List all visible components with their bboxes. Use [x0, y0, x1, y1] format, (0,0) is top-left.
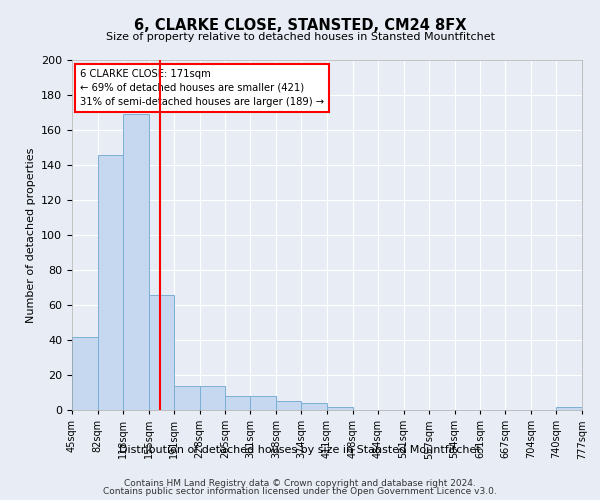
Bar — [276, 401, 301, 410]
Bar — [250, 396, 276, 410]
Text: Distribution of detached houses by size in Stansted Mountfitchet: Distribution of detached houses by size … — [119, 445, 481, 455]
Text: Contains public sector information licensed under the Open Government Licence v3: Contains public sector information licen… — [103, 487, 497, 496]
Bar — [123, 114, 149, 410]
Bar — [199, 386, 225, 410]
Bar — [72, 336, 98, 410]
Bar — [98, 154, 123, 410]
Bar — [327, 406, 353, 410]
Bar — [149, 294, 174, 410]
Text: 6 CLARKE CLOSE: 171sqm
← 69% of detached houses are smaller (421)
31% of semi-de: 6 CLARKE CLOSE: 171sqm ← 69% of detached… — [80, 69, 324, 107]
Bar — [225, 396, 250, 410]
Text: 6, CLARKE CLOSE, STANSTED, CM24 8FX: 6, CLARKE CLOSE, STANSTED, CM24 8FX — [134, 18, 466, 32]
Bar — [174, 386, 199, 410]
Bar — [301, 403, 327, 410]
Bar — [556, 406, 582, 410]
Text: Size of property relative to detached houses in Stansted Mountfitchet: Size of property relative to detached ho… — [106, 32, 494, 42]
Y-axis label: Number of detached properties: Number of detached properties — [26, 148, 35, 322]
Text: Contains HM Land Registry data © Crown copyright and database right 2024.: Contains HM Land Registry data © Crown c… — [124, 478, 476, 488]
